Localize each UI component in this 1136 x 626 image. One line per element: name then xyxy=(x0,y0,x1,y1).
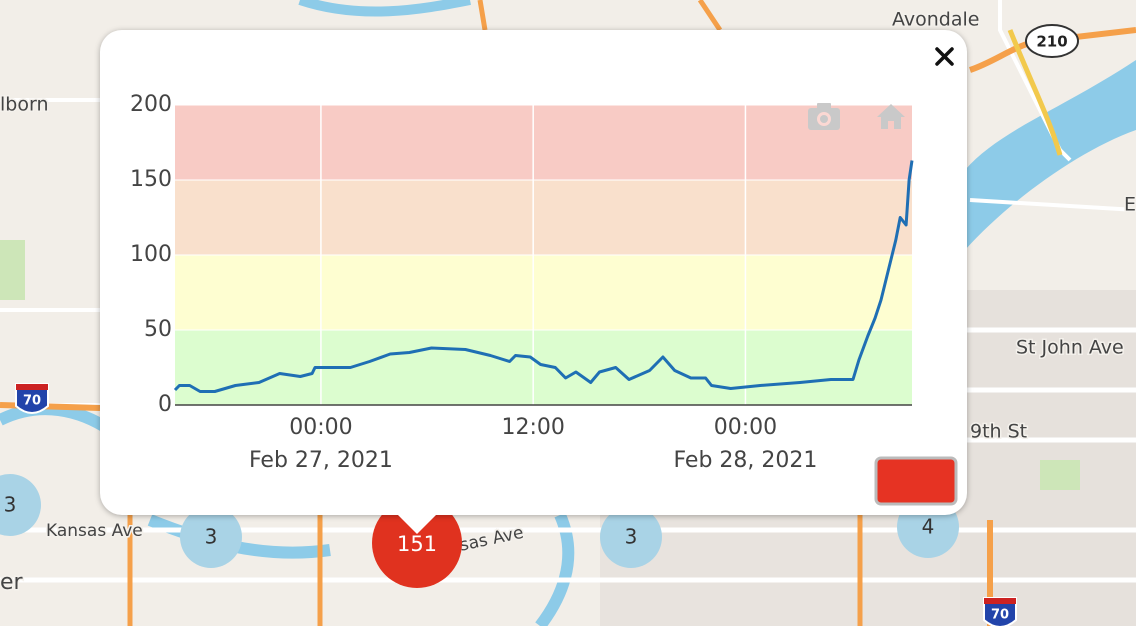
popup-tip xyxy=(397,514,437,534)
shield xyxy=(16,384,48,390)
y-tick-label: 150 xyxy=(130,167,172,192)
place-label: Avondale xyxy=(892,9,979,31)
cluster-marker[interactable] xyxy=(180,506,242,568)
y-tick-label: 0 xyxy=(158,392,172,417)
camera-button[interactable] xyxy=(808,103,840,130)
place-label: E xyxy=(1124,194,1136,216)
cluster-marker[interactable] xyxy=(600,506,662,568)
home-button[interactable] xyxy=(877,104,905,129)
popup: 00:00 Feb 27, 2021 12:00 00:00 Feb 28, 2021 0… xyxy=(100,30,967,534)
cluster-count: 3 xyxy=(4,493,17,517)
x-tick-label: 12:00 xyxy=(501,415,564,440)
cluster-count: 3 xyxy=(205,525,218,549)
cluster-marker[interactable] xyxy=(0,474,41,536)
cluster-marker[interactable] xyxy=(372,498,462,588)
y-tick-label: 200 xyxy=(130,92,172,117)
highway-shields: 210 70 70 xyxy=(15,24,1079,626)
x-tick-label: 00:00 Feb 28, 2021 xyxy=(673,415,817,473)
shield-label: 70 xyxy=(23,394,41,409)
street-label: 9th St xyxy=(970,421,1027,443)
place-label: lborn xyxy=(0,94,48,116)
shield xyxy=(983,597,1017,626)
map-labels: Avondale lborn St John Ave 9th St Kansas… xyxy=(0,7,1136,597)
y-tick-label: 100 xyxy=(130,242,172,267)
shield xyxy=(1025,24,1079,58)
shield xyxy=(15,383,49,414)
street-label: St John Ave xyxy=(1016,337,1124,359)
shield-label: 210 xyxy=(1036,33,1067,51)
place-label: er xyxy=(0,570,24,595)
threshold-band xyxy=(175,330,912,405)
y-tick-label: 50 xyxy=(144,317,172,342)
close-button[interactable] xyxy=(935,47,954,66)
street-label: Kansas Ave xyxy=(46,521,143,541)
cluster-count: 151 xyxy=(397,532,437,556)
threshold-band xyxy=(175,105,912,180)
data-line xyxy=(173,160,914,393)
cluster-count: 4 xyxy=(922,515,935,539)
x-tick-label: 00:00 Feb 27, 2021 xyxy=(249,415,393,473)
threshold-band xyxy=(175,180,912,255)
shield xyxy=(984,598,1016,604)
threshold-band xyxy=(175,255,912,330)
color-button[interactable] xyxy=(874,456,958,506)
chart: 00:00 Feb 27, 2021 12:00 00:00 Feb 28, 2021 0… xyxy=(130,92,914,473)
cluster-count: 3 xyxy=(625,525,638,549)
shield-label: 70 xyxy=(991,608,1009,623)
